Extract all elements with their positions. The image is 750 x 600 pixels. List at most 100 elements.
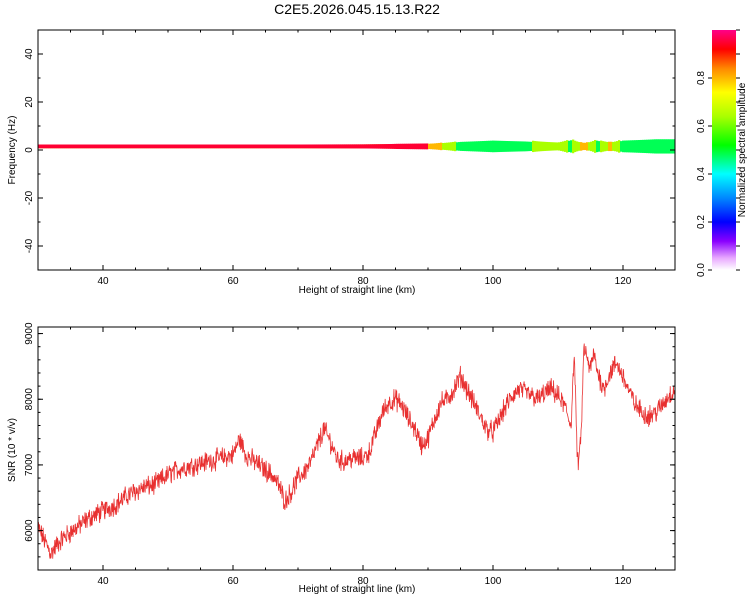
spectrogram-cell <box>510 141 513 152</box>
spectrogram-cell <box>112 144 115 149</box>
spectrogram-cell <box>508 141 511 152</box>
spectrogram-cell <box>402 143 405 150</box>
spectrogram-cell <box>150 144 153 149</box>
spectrogram-cell <box>664 139 667 154</box>
spectrogram-cell <box>554 142 557 151</box>
spectrogram-cell <box>186 144 189 149</box>
spectrogram-cell <box>84 144 87 149</box>
spectrogram-cell <box>600 140 603 153</box>
spectrogram-cell <box>56 144 59 149</box>
spectrogram-cell <box>340 144 343 149</box>
spectrogram-cell <box>372 144 375 149</box>
spectrogram-cell <box>570 140 573 153</box>
spectrogram-cell <box>310 144 313 149</box>
spectrogram-cell <box>82 144 85 149</box>
spectrogram-cell <box>550 142 553 151</box>
spectrogram-cell <box>280 144 283 149</box>
spectrogram-cell <box>474 141 477 152</box>
spectrogram-cell <box>414 143 417 150</box>
spectrogram-cell <box>50 144 53 149</box>
spectrogram-cell <box>130 144 133 149</box>
spectrogram-cell <box>292 144 295 149</box>
spectrogram-cell <box>72 144 75 149</box>
spectrogram-x-tick-label: 40 <box>97 276 109 287</box>
spectrogram-cell <box>636 140 639 153</box>
spectrogram-cell <box>490 140 493 153</box>
spectrogram-cell <box>162 144 165 149</box>
spectrogram-cell <box>254 144 257 149</box>
spectrogram-cell <box>602 141 605 152</box>
spectrogram-cell <box>178 144 181 149</box>
spectrogram-cell <box>106 144 109 149</box>
spectrogram-cell <box>52 144 55 149</box>
spectrogram-cell <box>628 140 631 153</box>
spectrogram-cell <box>460 141 463 151</box>
spectrogram-cell <box>110 144 113 149</box>
snr-y-label: SNR (10 * v/v) <box>7 418 18 482</box>
spectrogram-cell <box>572 139 575 154</box>
spectrogram-cell <box>360 144 363 149</box>
spectrogram-cell <box>94 144 97 149</box>
spectrogram-cell <box>194 144 197 149</box>
spectrogram-cell <box>646 139 649 154</box>
spectrogram-cell <box>520 141 523 152</box>
spectrogram-cell <box>592 141 595 152</box>
spectrogram-cell <box>596 140 599 153</box>
spectrogram-cell <box>62 144 65 149</box>
spectrogram-cell <box>486 140 489 152</box>
spectrogram-cell <box>164 144 167 149</box>
spectrogram-cell <box>524 141 527 152</box>
spectrogram-x-label: Height of straight line (km) <box>299 285 416 296</box>
spectrogram-cell <box>430 143 433 150</box>
spectrogram-cell <box>222 144 225 149</box>
spectrogram-cell <box>172 144 175 149</box>
spectrogram-cell <box>312 144 315 149</box>
colorbar-gradient <box>712 30 736 270</box>
spectrogram-cell <box>58 144 61 149</box>
spectrogram-cell <box>366 144 369 149</box>
spectrogram-cell <box>582 142 585 151</box>
spectrogram-cell <box>576 141 579 152</box>
spectrogram-cell <box>452 141 455 151</box>
spectrogram-cell <box>624 140 627 153</box>
spectrogram-cell <box>342 144 345 149</box>
spectrogram-cell <box>322 144 325 149</box>
spectrogram-cell <box>208 144 211 149</box>
spectrogram-cell <box>426 143 429 150</box>
spectrogram-cell <box>440 142 443 151</box>
spectrogram-cell <box>380 144 383 149</box>
spectrogram-cell <box>284 144 287 149</box>
spectrogram-cell <box>422 143 425 150</box>
spectrogram-x-tick-label: 60 <box>227 276 239 287</box>
spectrogram-x-tick-label: 120 <box>615 276 632 287</box>
spectrogram-cell <box>652 139 655 154</box>
spectrogram-cell <box>374 144 377 149</box>
spectrogram-cell <box>134 144 137 149</box>
spectrogram-cell <box>132 144 135 149</box>
spectrogram-cell <box>142 144 145 149</box>
snr-panel: 40 60 80 100 120 6000 7000 8000 9000 Height of … <box>7 322 676 595</box>
spectrogram-cell <box>392 143 395 149</box>
spectrogram-y-tick-label: 40 <box>24 48 35 60</box>
spectrogram-cell <box>556 142 559 151</box>
spectrogram-cell <box>304 144 307 149</box>
spectrogram-cell <box>166 144 169 149</box>
spectrogram-cell <box>244 144 247 149</box>
spectrogram-cell <box>336 144 339 149</box>
spectrogram-cell <box>630 140 633 153</box>
spectrogram-cell <box>590 141 593 152</box>
spectrogram-y-tick-label: 0 <box>24 147 35 153</box>
spectrogram-cell <box>192 144 195 149</box>
spectrogram-cell <box>410 143 413 150</box>
spectrogram-cell <box>274 144 277 149</box>
spectrogram-cell <box>500 140 503 152</box>
spectrogram-cell <box>376 144 379 149</box>
spectrogram-y-tick-label: -40 <box>24 238 35 253</box>
spectrogram-cell <box>64 144 67 149</box>
spectrogram-cell <box>226 144 229 149</box>
snr-y-tick-label: 6000 <box>24 519 35 542</box>
spectrogram-cell <box>48 144 51 149</box>
spectrogram-cell <box>176 144 179 149</box>
spectrogram-cell <box>446 142 449 151</box>
